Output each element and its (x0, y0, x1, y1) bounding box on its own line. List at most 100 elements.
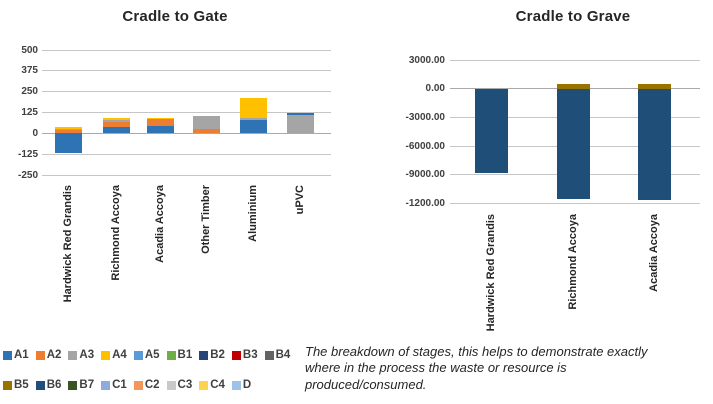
bar-segment-A2 (147, 119, 174, 127)
bar-segment-B5 (557, 84, 590, 89)
y-tick-label: -3000.00 (405, 111, 445, 123)
y-tick-label: 250 (21, 86, 38, 98)
legend-label: B5 (14, 379, 29, 391)
legend-swatch-icon (166, 380, 176, 390)
legend-swatch-icon (133, 380, 143, 390)
legend-item-A3: A3 (68, 349, 94, 361)
legend-item-B7: B7 (68, 379, 94, 391)
y-tick-label: 3000.00 (408, 54, 445, 66)
gridline (42, 112, 331, 113)
legend-swatch-icon (264, 350, 274, 360)
category-label: Acadia Accoya (154, 185, 166, 263)
category-label: Richmond Accoya (567, 214, 579, 310)
legend-item-A1: A1 (3, 349, 29, 361)
bar-segment-A4 (240, 97, 267, 118)
bar-segment-B6 (475, 88, 508, 173)
legend-item-B5: B5 (3, 379, 29, 391)
legend-label: B3 (242, 349, 258, 361)
legend-swatch-icon (68, 380, 78, 390)
legend-swatch-icon (68, 350, 78, 360)
legend-item-A5: A5 (133, 349, 160, 361)
gridline (42, 91, 331, 93)
bar-segment-A3 (55, 129, 82, 130)
bar-segment-A2 (103, 121, 130, 127)
y-tick-label: 0 (32, 127, 38, 139)
y-tick-label: 0.00 (425, 83, 445, 95)
legend-item-D: D (231, 379, 252, 391)
bar-segment-A1 (55, 133, 82, 153)
y-tick-label: 500 (21, 44, 38, 56)
legend-row: B5 B6 B7 C1 C2 C3 C4 D (3, 379, 258, 391)
legend-label: A3 (79, 349, 95, 361)
bar-segment-A3 (103, 120, 130, 122)
legend-item-A2: A2 (35, 349, 61, 361)
legend-item-C4: C4 (199, 379, 225, 391)
category-label: Hardwick Red Grandis (485, 214, 497, 332)
bar-segment-A2 (193, 128, 220, 134)
legend-label: A5 (144, 349, 160, 361)
legend-swatch-icon (3, 380, 12, 390)
legend-item-B2: B2 (199, 349, 225, 361)
category-label: Hardwick Red Grandis (62, 185, 74, 303)
legend-item-C1: C1 (101, 379, 127, 391)
y-tick-label: -6000.00 (405, 140, 445, 152)
category-label: uPVC (294, 185, 306, 215)
gridline (450, 59, 700, 61)
bar-segment-A4 (103, 118, 130, 120)
bar-segment-B5 (638, 83, 671, 89)
legend-label: C1 (112, 379, 127, 391)
legend-swatch-icon (199, 350, 209, 360)
legend-label: C3 (177, 379, 193, 391)
legend-item-B1: B1 (166, 349, 193, 361)
gridline (42, 153, 331, 155)
legend-item-B6: B6 (35, 379, 62, 391)
y-tick-label: -125 (17, 148, 38, 160)
y-tick-label: -1200.00 (405, 198, 445, 209)
bar-segment-A1 (103, 127, 130, 134)
legend-label: B2 (210, 349, 225, 361)
legend-item-C3: C3 (166, 379, 193, 391)
legend-label: D (242, 379, 252, 391)
category-label: Acadia Accoya (648, 214, 660, 292)
bar-segment-B6 (557, 88, 590, 199)
legend-swatch-icon (35, 350, 45, 360)
legend-label: B1 (177, 349, 193, 361)
legend-swatch-icon (101, 380, 111, 390)
bar-segment-A1 (287, 113, 314, 115)
legend-swatch-icon (133, 350, 143, 360)
bar-segment-A3 (287, 115, 314, 134)
legend-swatch-icon (231, 380, 241, 390)
legend-label: B6 (46, 379, 62, 391)
legend-item-B4: B4 (264, 349, 291, 361)
legend-swatch-icon (166, 350, 176, 360)
legend-label: C4 (210, 379, 225, 391)
gridline (42, 49, 331, 51)
gridline (450, 203, 700, 204)
gridline (42, 70, 331, 72)
y-tick-label: -9000.00 (405, 169, 445, 181)
legend-label: B7 (79, 379, 95, 391)
category-label: Other Timber (200, 185, 212, 254)
gridline (42, 132, 331, 134)
legend-item-A4: A4 (101, 349, 127, 361)
category-label: Richmond Accoya (110, 185, 122, 281)
cradle-to-grave-title: Cradle to Grave (515, 8, 631, 25)
y-tick-label: 125 (21, 107, 38, 118)
legend-swatch-icon (35, 380, 45, 390)
bar-segment-A4 (55, 127, 82, 129)
bar-segment-A2 (55, 129, 82, 134)
legend-swatch-icon (101, 350, 111, 360)
legend-item-B3: B3 (231, 349, 258, 361)
legend-label: A1 (14, 349, 29, 361)
legend-swatch-icon (231, 350, 241, 360)
bar-segment-B6 (638, 88, 671, 200)
legend-label: A4 (112, 349, 127, 361)
bar-segment-A1 (240, 120, 267, 134)
legend-label: B4 (275, 349, 291, 361)
y-tick-label: 375 (21, 65, 38, 77)
cradle-to-gate-title: Cradle to Gate (122, 8, 228, 25)
bar-segment-A1 (147, 126, 174, 134)
bar-segment-A3 (240, 118, 267, 120)
legend-label: C2 (144, 379, 160, 391)
